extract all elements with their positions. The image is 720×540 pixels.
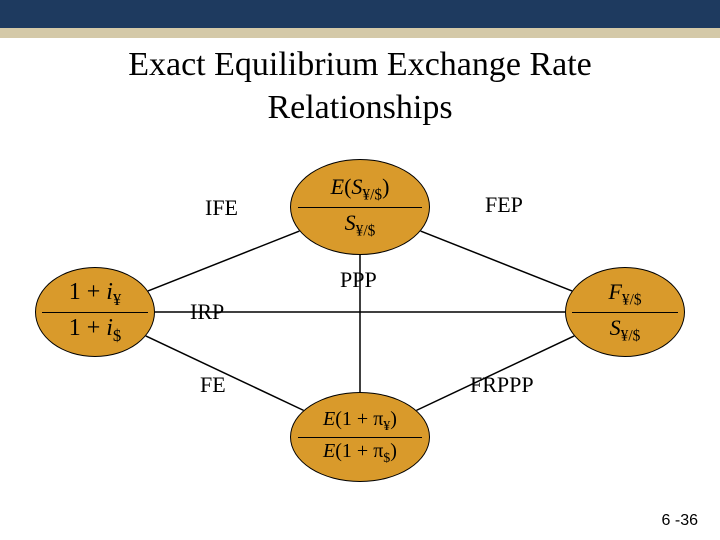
- node-right-numerator: F¥/$: [608, 279, 641, 309]
- node-bottom-numerator: E(1 + π¥): [323, 408, 397, 435]
- edge-label-fep: FEP: [485, 192, 523, 218]
- header-sub-bar: [0, 28, 720, 38]
- node-left: 1 + i¥ 1 + i$: [35, 267, 155, 357]
- edge-top-right: [421, 231, 572, 291]
- node-left-denominator: 1 + i$: [69, 315, 122, 346]
- edge-label-ife: IFE: [205, 195, 238, 221]
- node-top-denominator: S¥/$: [345, 210, 376, 240]
- header-top-bar: [0, 0, 720, 28]
- fraction-line: [298, 437, 422, 438]
- node-bottom: E(1 + π¥) E(1 + π$): [290, 392, 430, 482]
- node-left-numerator: 1 + i¥: [69, 279, 122, 310]
- edge-label-fe: FE: [200, 372, 226, 398]
- node-right: F¥/$ S¥/$: [565, 267, 685, 357]
- edge-label-irp: IRP: [190, 299, 224, 325]
- title-line-1: Exact Equilibrium Exchange Rate: [128, 46, 592, 83]
- node-right-denominator: S¥/$: [610, 315, 641, 345]
- edge-label-frppp: FRPPP: [470, 372, 534, 398]
- fraction-line: [572, 312, 678, 313]
- edge-left-top: [148, 231, 299, 291]
- title-line-2: Relationships: [267, 89, 452, 126]
- fraction-line: [298, 207, 422, 208]
- node-bottom-denominator: E(1 + π$): [323, 440, 397, 467]
- node-top: E(S¥/$) S¥/$: [290, 159, 430, 255]
- equilibrium-diagram: E(S¥/$) S¥/$ 1 + i¥ 1 + i$ F¥/$ S¥/$ E(1 + π¥)…: [0, 137, 720, 517]
- slide-title: Exact Equilibrium Exchange Rate Relation…: [0, 44, 720, 129]
- node-top-numerator: E(S¥/$): [331, 174, 390, 204]
- slide-footer: 6 -36: [662, 512, 698, 530]
- fraction-line: [42, 312, 148, 313]
- edge-label-ppp: PPP: [340, 267, 377, 293]
